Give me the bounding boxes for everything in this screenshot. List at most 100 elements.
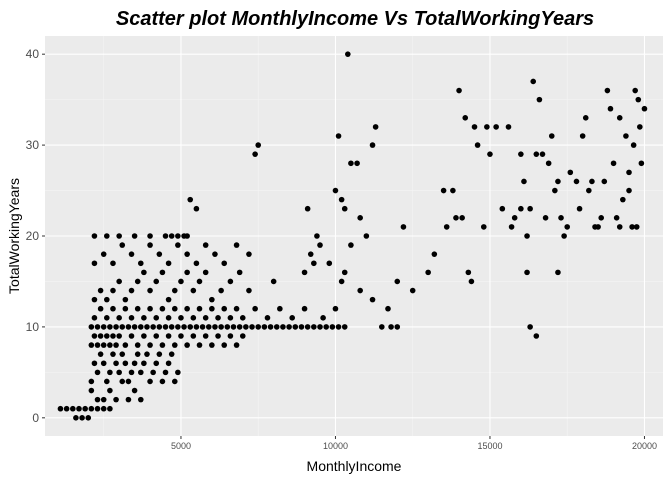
data-point [128, 333, 135, 339]
data-point [104, 378, 110, 385]
data-point [147, 287, 153, 294]
data-point [184, 342, 190, 348]
data-point [153, 315, 160, 321]
data-point [113, 360, 119, 367]
data-point [119, 324, 126, 330]
data-point [255, 142, 262, 148]
data-point [100, 324, 107, 330]
data-point [212, 324, 218, 330]
data-point [332, 187, 339, 194]
data-point [193, 260, 200, 267]
data-point [443, 224, 450, 230]
data-point [616, 115, 623, 121]
data-point [357, 215, 363, 221]
data-point [94, 324, 101, 330]
data-point [307, 251, 314, 257]
data-point [601, 178, 608, 185]
data-point [128, 251, 135, 257]
data-point [357, 287, 363, 294]
data-point [487, 151, 493, 157]
data-point [465, 269, 472, 276]
data-point [484, 124, 490, 130]
data-point [304, 205, 311, 212]
data-point [638, 160, 645, 167]
y-axis-title: TotalWorkingYears [6, 178, 22, 294]
data-point [100, 405, 107, 412]
y-tick-label: 30 [26, 138, 40, 152]
y-tick-label: 40 [26, 47, 40, 61]
data-point [626, 169, 632, 176]
data-point [134, 342, 141, 348]
data-point [372, 124, 379, 130]
data-point [633, 224, 640, 230]
data-point [450, 187, 456, 194]
data-point [165, 315, 172, 321]
data-point [592, 224, 598, 230]
data-point [159, 305, 166, 312]
data-point [456, 87, 462, 94]
grid-layer [45, 36, 663, 436]
data-point [246, 251, 252, 257]
data-point [196, 278, 203, 285]
data-point [187, 196, 194, 203]
data-point [150, 324, 156, 330]
data-point [88, 378, 95, 385]
data-point [147, 242, 153, 248]
data-point [545, 160, 552, 167]
data-point [110, 260, 116, 267]
data-point [630, 142, 637, 148]
data-point [215, 315, 221, 321]
x-axis-ticks: 5000 10000 15000 20000 [171, 436, 657, 451]
data-point [233, 305, 240, 312]
data-point [539, 151, 546, 157]
data-point [320, 315, 326, 321]
data-point [558, 215, 564, 221]
data-point [94, 396, 101, 403]
data-point [270, 278, 277, 285]
x-axis-title: MonthlyIncome [307, 458, 402, 474]
x-tick-label: 10000 [323, 441, 348, 451]
data-point [218, 324, 224, 330]
data-point [341, 205, 348, 212]
data-point [113, 342, 119, 348]
data-point [521, 178, 527, 185]
data-point [116, 369, 122, 376]
data-point [70, 405, 76, 412]
data-point [175, 324, 181, 330]
data-point [298, 324, 305, 330]
data-point [338, 278, 345, 285]
data-point [338, 196, 345, 203]
data-point [141, 315, 147, 321]
data-point [369, 296, 376, 303]
data-point [116, 278, 122, 285]
data-point [134, 305, 141, 312]
data-point [542, 215, 549, 221]
data-point [131, 360, 138, 367]
data-point [63, 405, 70, 412]
data-point [582, 115, 589, 121]
data-point [400, 224, 407, 230]
data-point [134, 351, 141, 357]
data-point [227, 333, 234, 339]
data-point [202, 315, 209, 321]
x-tick-label: 5000 [171, 441, 191, 451]
data-point [165, 260, 172, 267]
data-point [196, 305, 203, 312]
chart-title: Scatter plot MonthlyIncome Vs TotalWorki… [116, 8, 594, 30]
data-point [317, 324, 323, 330]
data-point [159, 342, 166, 348]
data-point [527, 324, 533, 330]
data-point [233, 342, 240, 348]
data-point [252, 151, 258, 157]
data-point [94, 405, 101, 412]
data-point [394, 278, 401, 285]
data-point [286, 324, 292, 330]
data-point [561, 233, 567, 239]
data-point [273, 324, 280, 330]
data-point [168, 351, 175, 357]
data-point [147, 305, 153, 312]
y-tick-label: 10 [26, 320, 40, 334]
data-point [471, 124, 478, 130]
data-point [209, 305, 215, 312]
data-point [348, 160, 354, 167]
